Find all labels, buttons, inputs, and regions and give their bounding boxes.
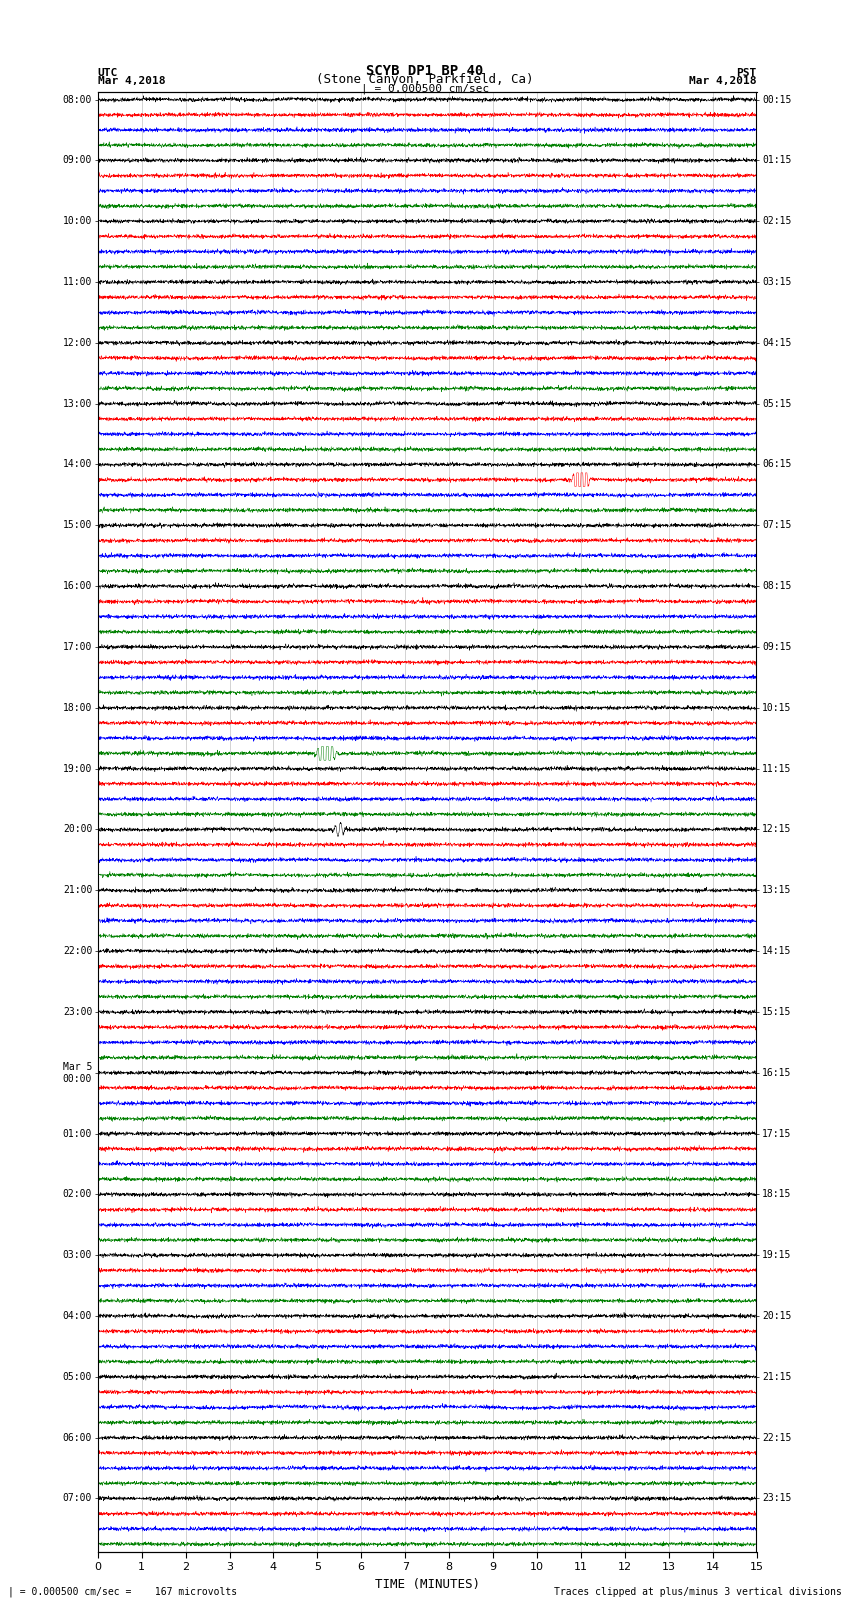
Text: Traces clipped at plus/minus 3 vertical divisions: Traces clipped at plus/minus 3 vertical …	[553, 1587, 842, 1597]
Text: (Stone Canyon, Parkfield, Ca): (Stone Canyon, Parkfield, Ca)	[316, 73, 534, 85]
Text: PST: PST	[736, 68, 756, 77]
Text: | = 0.000500 cm/sec =    167 microvolts: | = 0.000500 cm/sec = 167 microvolts	[8, 1586, 238, 1597]
Text: Mar 4,2018: Mar 4,2018	[689, 76, 756, 85]
Text: Mar 4,2018: Mar 4,2018	[98, 76, 165, 85]
Text: | = 0.000500 cm/sec: | = 0.000500 cm/sec	[361, 84, 489, 94]
Text: SCYB DP1 BP 40: SCYB DP1 BP 40	[366, 65, 484, 77]
Text: UTC: UTC	[98, 68, 118, 77]
X-axis label: TIME (MINUTES): TIME (MINUTES)	[375, 1578, 479, 1590]
